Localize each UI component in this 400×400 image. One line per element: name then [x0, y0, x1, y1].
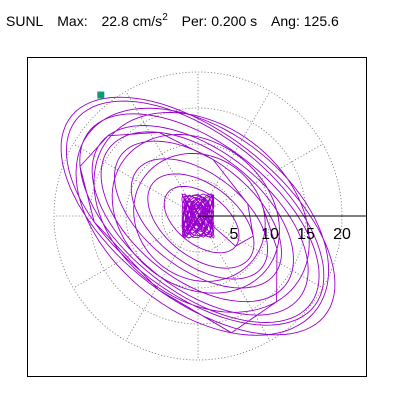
period-label: Per:	[181, 12, 208, 29]
station-code: SUNL	[6, 12, 44, 29]
max-value: 22.8	[101, 12, 129, 29]
ring-label: 5	[230, 226, 239, 243]
angle-label: Ang:	[271, 12, 300, 29]
max-label: Max:	[57, 12, 88, 29]
plot-header: SUNL Max: 22.8 cm/s2 Per: 0.200 s Ang: 1…	[6, 12, 339, 29]
motion-trace	[60, 96, 336, 336]
ring-label: 10	[261, 226, 279, 243]
ring-label: 20	[333, 226, 351, 243]
ring-label: 15	[297, 226, 315, 243]
start-marker	[97, 91, 105, 99]
particle-motion-plot: 5 10 15 20	[27, 57, 367, 377]
polar-plot-svg: 5 10 15 20	[53, 71, 366, 361]
max-unit: cm/s	[132, 12, 163, 29]
angle-value: 125.6	[303, 12, 339, 29]
period-value: 0.200 s	[211, 12, 258, 29]
max-unit-exponent: 2	[162, 12, 168, 23]
